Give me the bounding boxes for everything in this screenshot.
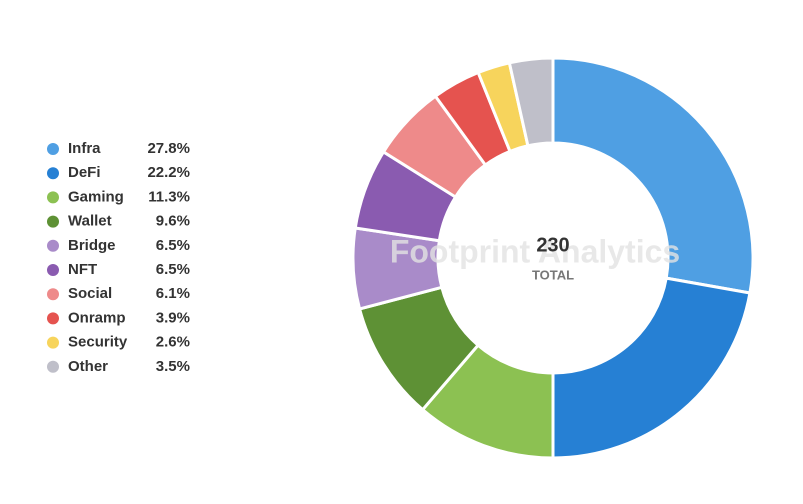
legend-marker xyxy=(47,264,59,276)
legend-marker xyxy=(47,215,59,228)
legend-label: Onramp xyxy=(68,309,126,326)
legend-label: Other xyxy=(68,358,108,375)
donut-slice xyxy=(551,276,752,460)
legend-marker xyxy=(47,191,59,204)
legend-marker xyxy=(47,312,59,325)
legend-label: Gaming xyxy=(68,188,124,205)
legend-value: 3.9% xyxy=(156,309,190,326)
legend-value: 6.1% xyxy=(156,285,190,302)
donut-slice xyxy=(551,56,755,295)
total-value: 230 xyxy=(536,234,569,256)
legend-marker xyxy=(47,288,59,301)
legend-value: 2.6% xyxy=(156,334,190,351)
legend-label: Social xyxy=(68,285,112,302)
legend-value: 11.3% xyxy=(148,188,190,205)
legend-marker xyxy=(47,239,59,252)
legend-marker xyxy=(47,167,59,180)
legend-label: NFT xyxy=(68,261,97,278)
donut-slice xyxy=(507,56,555,148)
legend-label: Infra xyxy=(68,140,101,157)
legend-value: 6.5% xyxy=(156,261,190,278)
legend-label: DeFi xyxy=(68,164,101,181)
legend-value: 27.8% xyxy=(147,140,190,157)
legend-value: 3.5% xyxy=(156,358,190,375)
legend-label: Wallet xyxy=(68,213,112,230)
legend-marker xyxy=(47,360,59,373)
legend-value: 6.5% xyxy=(156,237,190,254)
legend-label: Bridge xyxy=(68,237,116,254)
legend-value: 9.6% xyxy=(156,213,190,230)
legend-label: Security xyxy=(68,334,128,351)
total-label: TOTAL xyxy=(532,267,574,282)
legend-value: 22.2% xyxy=(147,164,190,181)
watermark: Footprint Analytics xyxy=(390,233,680,269)
legend-marker xyxy=(47,336,59,349)
legend-marker xyxy=(47,143,59,155)
